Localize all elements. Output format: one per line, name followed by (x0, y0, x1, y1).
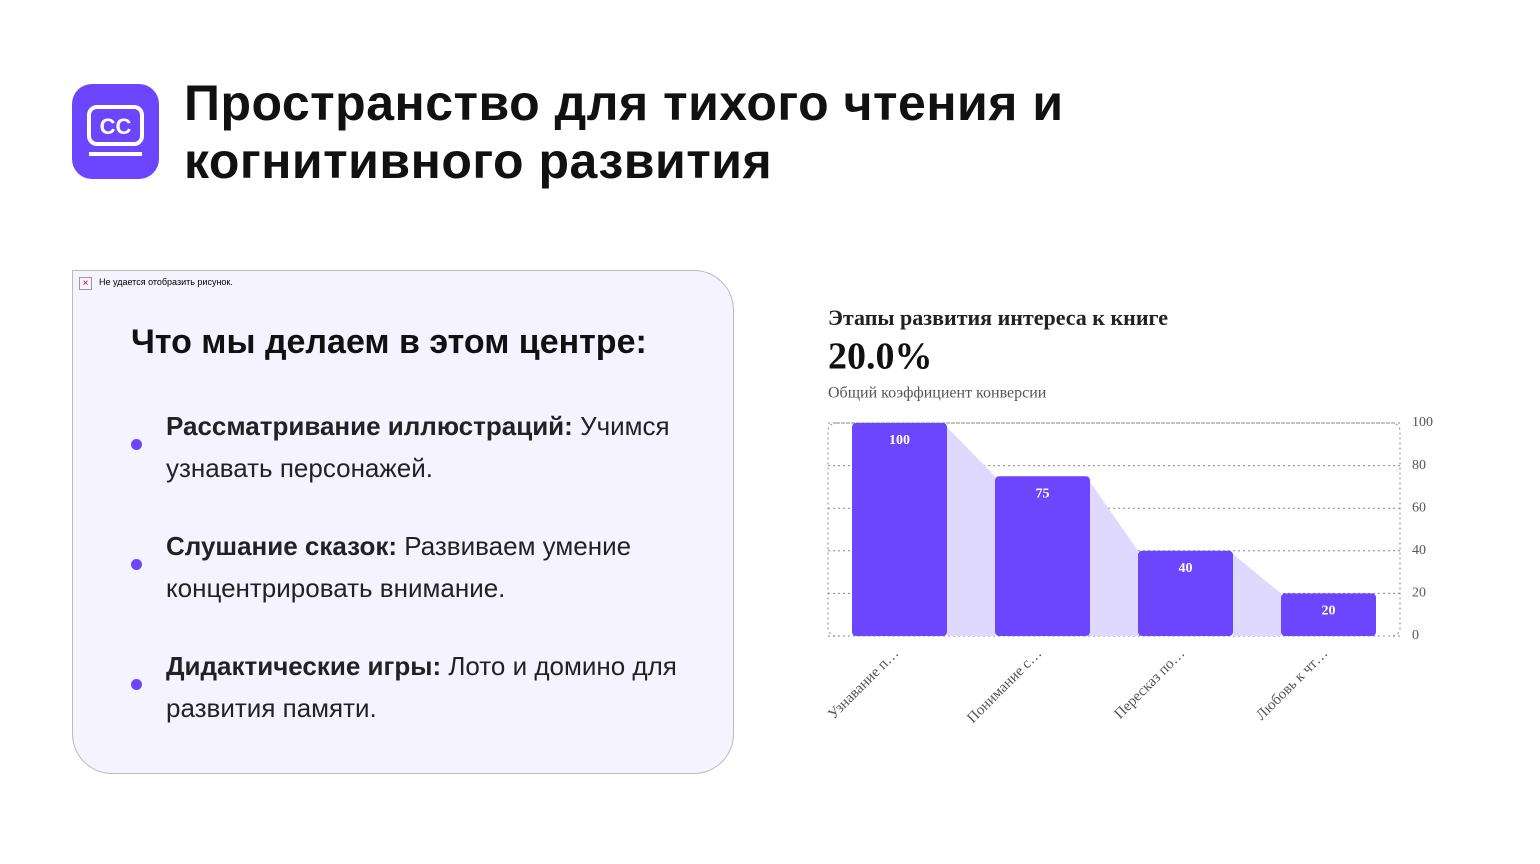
item-label: Рассматривание иллюстраций: (166, 411, 573, 441)
data-label: 75 (1036, 486, 1050, 501)
item-label: Дидактические игры: (166, 651, 442, 681)
chart-title: Этапы развития интереса к книге (828, 305, 1168, 330)
list-item: Рассматривание иллюстраций: Учимся узнав… (166, 405, 706, 489)
title-line: когнитивного развития (184, 133, 773, 189)
bullet (131, 439, 142, 450)
data-label: 40 (1179, 561, 1193, 576)
item-text: Учимся узнавать персонажей. (166, 411, 670, 483)
bullet (131, 559, 142, 570)
broken-icon: × (79, 277, 92, 290)
funnel-connector (1086, 476, 1138, 636)
y-tick-label: 60 (1412, 500, 1426, 515)
svg-text:CC: CC (100, 114, 132, 139)
funnel-connector (1229, 550, 1281, 636)
y-tick-label: 80 (1412, 458, 1426, 473)
data-label: 100 (889, 433, 910, 448)
item-label: Слушание сказок: (166, 531, 397, 561)
logo-glyph: CC (87, 105, 144, 156)
list-item: Дидактические игры: Лото и домино для ра… (166, 645, 706, 729)
kpi: 20.0% (828, 336, 933, 378)
card-heading: Что мы делаем в этом центре: (131, 323, 647, 361)
title-line: Пространство для тихого чтения и (184, 75, 1064, 131)
logo-icon: CC (72, 84, 159, 179)
card: × Не удается отобразить рисунок. Что мы … (72, 270, 734, 774)
x-tick-label: Пересказ по… (1112, 646, 1189, 723)
y-tick-label: 0 (1412, 628, 1419, 643)
y-tick-label: 100 (1412, 415, 1433, 430)
title: Пространство для тихого чтения и когнити… (184, 74, 1064, 190)
list-item: Слушание сказок: Развиваем умение концен… (166, 525, 706, 609)
data-label: 20 (1322, 604, 1336, 619)
item-text: Лото и домино для развития памяти. (166, 651, 677, 723)
funnel-connector (943, 423, 995, 636)
bar (852, 423, 947, 636)
bar (1138, 550, 1233, 636)
x-tick-label: Узнавание п… (825, 646, 902, 723)
item-text: Развиваем умение концентрировать внимани… (166, 531, 632, 603)
x-tick-label: Любовь к чт… (1253, 646, 1331, 724)
chart-subtitle: Общий коэффициент конверсии (828, 385, 1047, 402)
bullet (131, 679, 142, 690)
broken-image-text: Не удается отобразить рисунок. (99, 277, 233, 287)
x-tick-label: Понимание с… (964, 646, 1045, 727)
bar (1281, 593, 1376, 636)
bar (995, 476, 1090, 636)
y-tick-label: 20 (1412, 586, 1426, 601)
y-tick-label: 40 (1412, 543, 1426, 558)
